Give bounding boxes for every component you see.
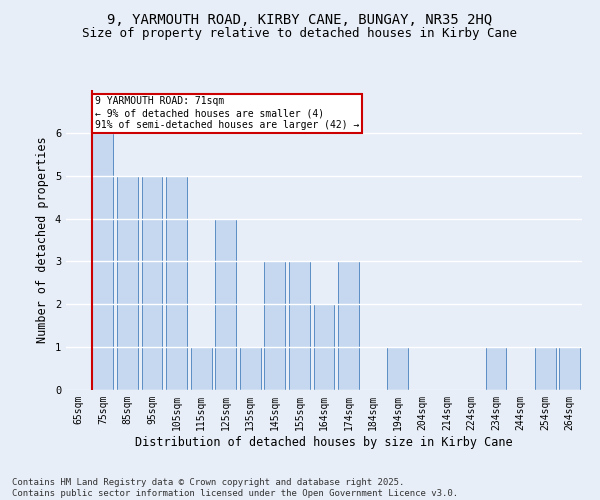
Text: 9 YARMOUTH ROAD: 71sqm
← 9% of detached houses are smaller (4)
91% of semi-detac: 9 YARMOUTH ROAD: 71sqm ← 9% of detached … <box>95 96 359 130</box>
Bar <box>387 347 408 390</box>
Bar <box>559 347 580 390</box>
Bar <box>117 176 138 390</box>
Bar <box>215 218 236 390</box>
Bar <box>314 304 334 390</box>
Bar <box>535 347 556 390</box>
Bar <box>166 176 187 390</box>
Bar <box>289 262 310 390</box>
Text: 9, YARMOUTH ROAD, KIRBY CANE, BUNGAY, NR35 2HQ: 9, YARMOUTH ROAD, KIRBY CANE, BUNGAY, NR… <box>107 12 493 26</box>
Bar <box>240 347 261 390</box>
Bar <box>265 262 286 390</box>
Bar <box>92 133 113 390</box>
Text: Contains HM Land Registry data © Crown copyright and database right 2025.
Contai: Contains HM Land Registry data © Crown c… <box>12 478 458 498</box>
X-axis label: Distribution of detached houses by size in Kirby Cane: Distribution of detached houses by size … <box>135 436 513 448</box>
Bar <box>338 262 359 390</box>
Bar <box>142 176 163 390</box>
Bar <box>191 347 212 390</box>
Text: Size of property relative to detached houses in Kirby Cane: Size of property relative to detached ho… <box>83 28 517 40</box>
Bar <box>485 347 506 390</box>
Y-axis label: Number of detached properties: Number of detached properties <box>37 136 49 344</box>
